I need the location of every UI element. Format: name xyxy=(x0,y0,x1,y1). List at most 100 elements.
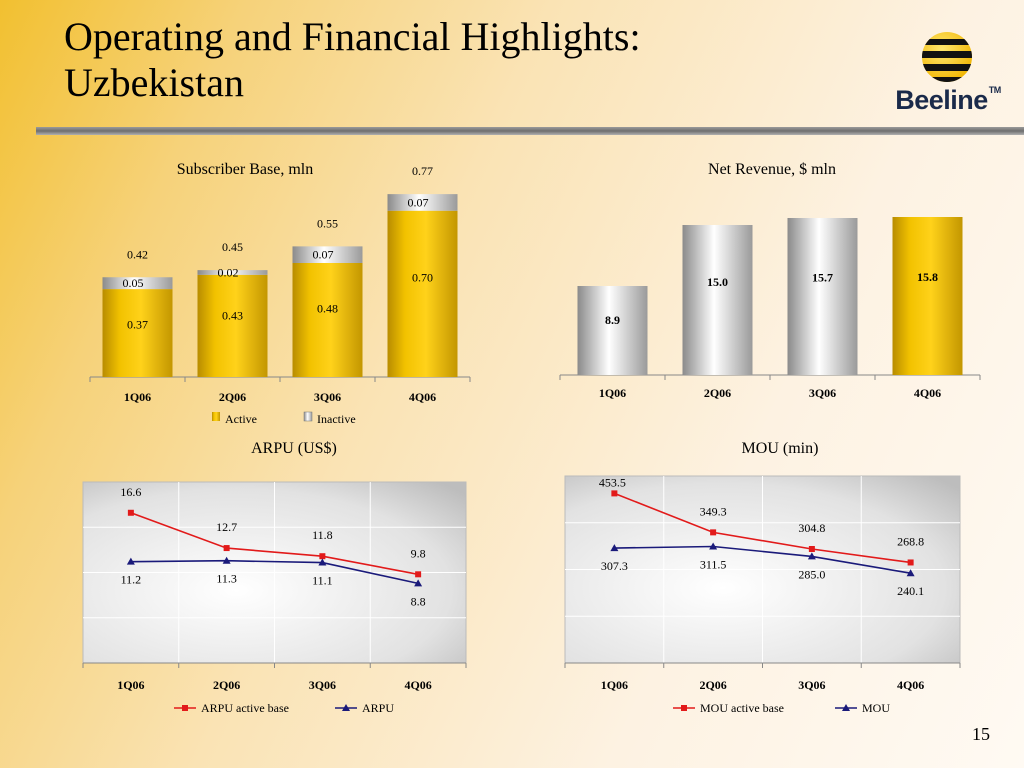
revenue-value-label: 8.9 xyxy=(605,313,620,327)
legend-label: MOU active base xyxy=(700,701,784,715)
subs-x-tick-label: 4Q06 xyxy=(409,390,436,404)
data-point-triangle xyxy=(414,579,423,587)
data-value-label: 240.1 xyxy=(897,584,924,598)
rev-x-tick-label: 2Q06 xyxy=(704,386,731,400)
data-value-label: 11.8 xyxy=(312,528,333,542)
data-value-label: 268.8 xyxy=(897,534,924,548)
revenue-bar xyxy=(682,225,753,375)
rev-x-tick-label: 4Q06 xyxy=(914,386,941,400)
inactive-value-label: 0.07 xyxy=(408,195,429,209)
subs-x-tick-label: 1Q06 xyxy=(124,390,151,404)
series-line xyxy=(614,492,911,564)
active-value-label: 0.48 xyxy=(317,302,338,316)
data-point-square xyxy=(907,559,914,566)
slide-title: Operating and Financial Highlights: Uzbe… xyxy=(64,14,641,105)
mou-chart: MOU (min) 1Q06 2Q06 3Q06 4Q06 453.5 349.3 304.… xyxy=(564,440,961,715)
active-bar xyxy=(102,289,173,377)
series-line xyxy=(130,512,419,576)
active-bar xyxy=(292,263,363,377)
arpu-chart: ARPU (US$) 1Q06 2Q06 3Q06 4Q06 16.6 12.7 11.8 9… xyxy=(82,440,467,715)
legend-active-swatch xyxy=(212,412,220,421)
data-point-triangle xyxy=(126,557,135,565)
data-value-label: 285.0 xyxy=(798,567,825,581)
legend-label: MOU xyxy=(862,701,890,715)
data-point-square xyxy=(415,571,422,578)
legend-label: ARPU xyxy=(362,701,394,715)
arpu-chart-title: ARPU (US$) xyxy=(251,440,337,457)
data-point-triangle xyxy=(906,569,915,577)
total-value-label: 0.77 xyxy=(412,164,433,178)
inactive-bar xyxy=(102,277,173,290)
data-value-label: 11.3 xyxy=(216,572,237,586)
net-revenue-chart: Net Revenue, $ mln 8.9 1Q06 15.0 2Q06 15.7 3Q… xyxy=(559,161,981,400)
rev-x-tick-label: 3Q06 xyxy=(809,386,836,400)
data-value-label: 307.3 xyxy=(601,559,628,573)
legend-active-label: Active xyxy=(225,412,257,426)
data-value-label: 11.2 xyxy=(121,573,142,587)
mou-chart-title: MOU (min) xyxy=(742,440,819,457)
legend-marker xyxy=(842,704,850,711)
revenue-bar xyxy=(577,286,648,375)
beeline-logo-icon xyxy=(922,32,972,82)
legend-inactive-label: Inactive xyxy=(317,412,356,426)
data-value-label: 11.1 xyxy=(312,574,333,588)
inactive-value-label: 0.07 xyxy=(313,248,334,262)
logo-wordmark: BeelineTM xyxy=(892,85,1004,116)
x-tick-label: 3Q06 xyxy=(309,678,336,692)
data-value-label: 349.3 xyxy=(700,504,727,518)
beeline-logo: BeelineTM xyxy=(892,30,1004,120)
data-point-triangle xyxy=(807,552,816,560)
data-point-triangle xyxy=(709,542,718,550)
legend-marker xyxy=(681,705,687,711)
revenue-chart-title: Net Revenue, $ mln xyxy=(708,161,836,178)
data-value-label: 9.8 xyxy=(411,546,426,560)
rev-x-tick-label: 1Q06 xyxy=(599,386,626,400)
total-value-label: 0.55 xyxy=(317,216,338,230)
data-point-square xyxy=(127,509,134,516)
data-point-square xyxy=(611,490,618,497)
x-tick-label: 4Q06 xyxy=(404,678,431,692)
data-point-square xyxy=(223,545,230,552)
data-value-label: 16.6 xyxy=(120,485,141,499)
total-value-label: 0.45 xyxy=(222,240,243,254)
inactive-bar xyxy=(197,270,268,275)
active-value-label: 0.70 xyxy=(412,270,433,284)
revenue-value-label: 15.8 xyxy=(917,270,938,284)
data-point-triangle xyxy=(222,556,231,564)
active-bar xyxy=(387,210,458,377)
data-point-square xyxy=(808,546,815,553)
legend-marker xyxy=(182,705,188,711)
data-point-triangle xyxy=(610,544,619,552)
inactive-bar xyxy=(292,246,363,263)
data-value-label: 311.5 xyxy=(700,557,727,571)
subscriber-base-chart: Subscriber Base, mln 0.37 0.05 0.42 1Q06 0.4… xyxy=(89,161,471,426)
data-point-square xyxy=(319,553,326,560)
data-value-label: 453.5 xyxy=(599,475,626,489)
series-line xyxy=(130,559,419,585)
x-tick-label: 2Q06 xyxy=(699,678,726,692)
data-point-square xyxy=(710,529,717,536)
revenue-value-label: 15.0 xyxy=(707,275,728,289)
active-value-label: 0.43 xyxy=(222,309,243,323)
page-number: 15 xyxy=(972,724,990,744)
series-line xyxy=(614,545,911,574)
subs-x-tick-label: 2Q06 xyxy=(219,390,246,404)
total-value-label: 0.42 xyxy=(127,247,148,261)
x-tick-label: 1Q06 xyxy=(601,678,628,692)
data-point-triangle xyxy=(318,558,327,566)
x-tick-label: 4Q06 xyxy=(897,678,924,692)
subs-x-tick-label: 3Q06 xyxy=(314,390,341,404)
title-divider xyxy=(36,127,1024,135)
x-tick-label: 1Q06 xyxy=(117,678,144,692)
x-tick-label: 3Q06 xyxy=(798,678,825,692)
x-tick-label: 2Q06 xyxy=(213,678,240,692)
logo-trademark: TM xyxy=(988,85,1002,95)
revenue-value-label: 15.7 xyxy=(812,271,833,285)
active-value-label: 0.37 xyxy=(127,317,148,331)
logo-wordmark-text: Beeline xyxy=(895,85,988,115)
inactive-bar xyxy=(387,194,458,211)
data-value-label: 304.8 xyxy=(798,521,825,535)
legend-inactive-swatch xyxy=(303,411,313,422)
inactive-value-label: 0.05 xyxy=(123,276,144,290)
data-value-label: 12.7 xyxy=(216,520,237,534)
